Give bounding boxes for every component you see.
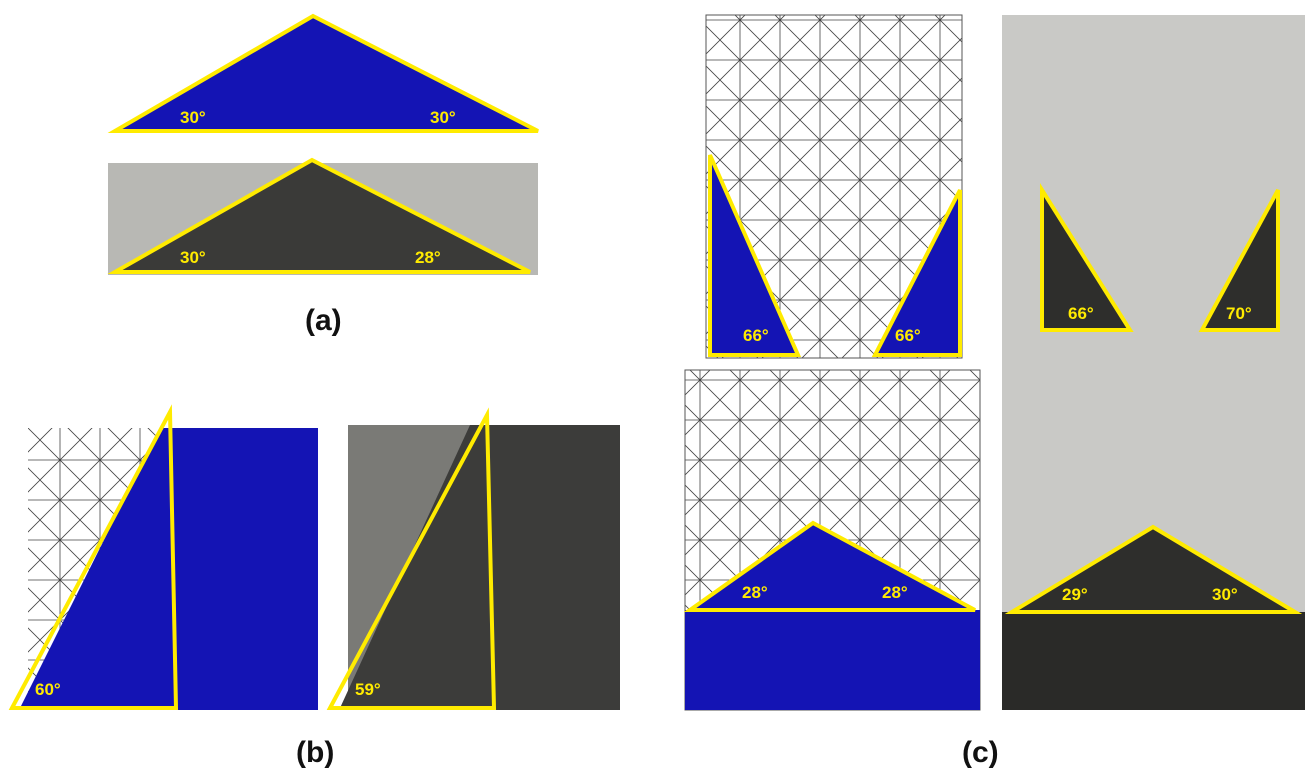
angle: 29° [1062, 585, 1088, 604]
panel-a: 30° 30° 30° 28° (a) [108, 16, 538, 337]
angle: 66° [1068, 304, 1094, 323]
angle: 28° [415, 248, 441, 267]
angle: 30° [180, 248, 206, 267]
angle: 66° [743, 326, 769, 345]
panel-b: 60° 59° (b) [12, 412, 620, 769]
panel-label: (c) [962, 736, 999, 769]
sim-bed [685, 610, 980, 710]
angle: 30° [430, 108, 456, 127]
panel-c: 66° 66° 28° 28° 66° 70° 29° 30° (c) [685, 15, 1305, 769]
angle: 70° [1226, 304, 1252, 323]
angle: 30° [1212, 585, 1238, 604]
figure: 30° 30° 30° 28° (a) 60° 59° (b) 66° 66° … [0, 0, 1307, 774]
angle: 28° [882, 583, 908, 602]
angle: 59° [355, 680, 381, 699]
angle: 30° [180, 108, 206, 127]
angle: 66° [895, 326, 921, 345]
angle: 28° [742, 583, 768, 602]
panel-label: (a) [305, 304, 342, 337]
sim-pile [115, 16, 538, 131]
angle: 60° [35, 680, 61, 699]
panel-label: (b) [296, 736, 334, 769]
bed [1002, 612, 1305, 710]
